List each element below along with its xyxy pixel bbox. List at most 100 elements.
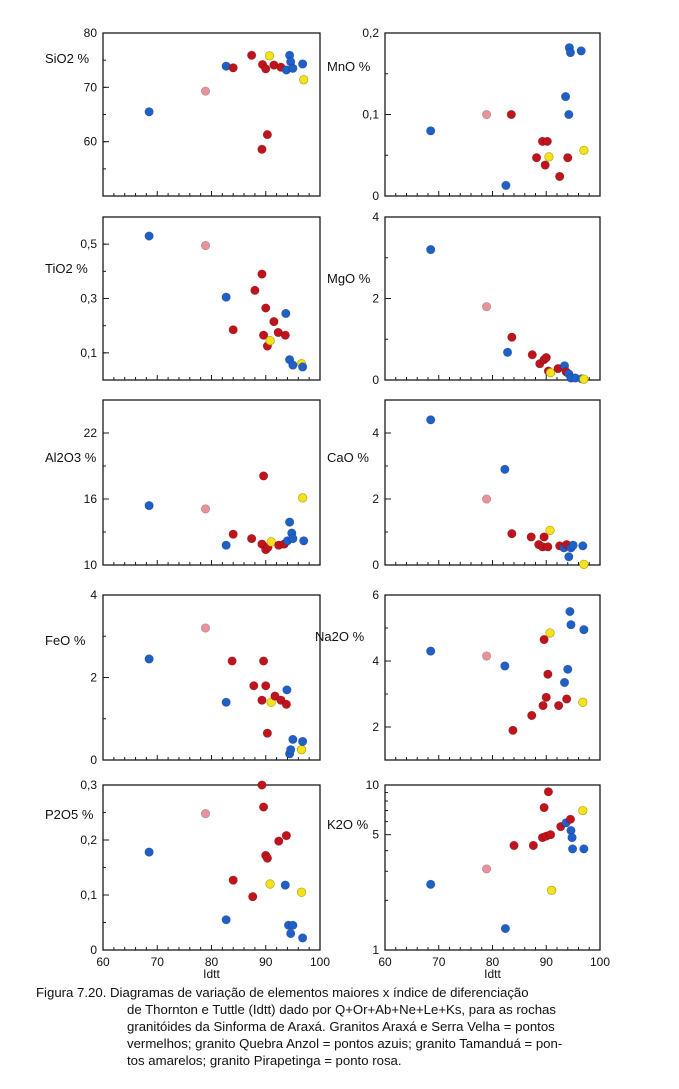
- data-point-red: [540, 160, 550, 170]
- data-point-blue: [576, 46, 586, 56]
- y-tick-label: 2: [372, 720, 379, 734]
- data-point-blue: [288, 734, 298, 744]
- data-point-red: [543, 669, 553, 679]
- data-point-red: [539, 532, 549, 542]
- y-tick-label: 0,1: [80, 346, 97, 360]
- y-tick-label: 4: [90, 588, 97, 602]
- data-point-blue: [144, 654, 154, 664]
- x-tick-label: 100: [310, 955, 330, 969]
- data-point-yellow: [298, 493, 308, 503]
- y-axis-label: MnO %: [327, 59, 371, 74]
- data-point-red: [541, 692, 551, 702]
- data-point-blue: [579, 844, 589, 854]
- data-point-blue: [282, 685, 292, 695]
- data-point-blue: [286, 745, 296, 755]
- data-point-yellow: [299, 75, 309, 85]
- data-point-blue: [221, 915, 231, 925]
- panel-8: 2 4 6 Na2O %: [315, 588, 601, 761]
- y-tick-label: 0: [90, 753, 97, 767]
- y-axis-label: P2O5 %: [45, 807, 94, 822]
- caption-line-5: tos amarelos; granito Pirapetinga = pont…: [127, 1053, 402, 1068]
- y-axis-label: FeO %: [45, 633, 86, 648]
- data-point-red: [541, 352, 551, 363]
- y-tick-label: 4: [372, 654, 379, 668]
- data-point-red: [509, 840, 519, 851]
- data-point-pink: [200, 808, 211, 819]
- data-point-pink: [200, 504, 211, 514]
- y-tick-label: 10: [366, 778, 380, 792]
- y-axis-label: MgO %: [327, 271, 371, 286]
- data-point-red: [528, 840, 538, 851]
- data-point-blue: [426, 646, 436, 656]
- y-tick-label: 0: [372, 373, 379, 387]
- caption-line-3: granitóides da Sinforma de Araxá. Granit…: [127, 1019, 555, 1034]
- data-point-blue: [221, 697, 231, 707]
- data-point-blue: [285, 517, 295, 527]
- panel-4: 0 2 4 MgO %: [327, 210, 601, 387]
- data-point-blue: [299, 536, 309, 546]
- data-point-red: [261, 64, 271, 74]
- y-tick-label: 1: [372, 943, 379, 957]
- data-point-blue: [565, 606, 575, 617]
- data-point-yellow: [544, 152, 554, 162]
- data-point-red: [543, 787, 554, 797]
- data-point-blue: [565, 47, 576, 58]
- data-point-blue: [144, 107, 154, 117]
- y-tick-label: 0: [372, 558, 379, 572]
- data-point-red: [247, 50, 257, 60]
- data-point-blue: [144, 501, 154, 511]
- x-axis-label: Idtt: [203, 967, 220, 980]
- data-point-red: [257, 695, 267, 705]
- data-point-red: [258, 802, 269, 812]
- data-point-red: [539, 634, 549, 645]
- y-tick-label: 0: [372, 189, 379, 203]
- y-tick-label: 22: [84, 426, 98, 440]
- data-point-red: [531, 153, 542, 163]
- y-tick-label: 0,2: [80, 833, 97, 847]
- data-point-red: [506, 109, 516, 120]
- data-point-red: [250, 285, 260, 295]
- data-point-red: [507, 332, 517, 342]
- data-point-red: [262, 728, 272, 738]
- data-point-red: [257, 144, 267, 154]
- data-point-red: [563, 153, 573, 163]
- y-axis-label: CaO %: [327, 450, 369, 465]
- data-point-blue: [579, 625, 589, 635]
- data-point-red: [228, 325, 238, 335]
- y-tick-label: 4: [372, 426, 379, 440]
- data-point-blue: [500, 464, 510, 474]
- y-tick-label: 4: [372, 210, 379, 224]
- data-point-yellow: [296, 745, 307, 755]
- y-tick-label: 2: [372, 292, 379, 306]
- data-point-blue: [564, 109, 574, 120]
- y-axis-label: K2O %: [327, 817, 369, 832]
- y-tick-label: 0,2: [362, 26, 379, 40]
- data-point-red: [227, 656, 237, 666]
- data-point-pink: [200, 240, 211, 251]
- data-point-red: [281, 699, 291, 709]
- data-point-blue: [286, 928, 296, 939]
- panel-9: 0 0,1 0,2 0,3 P2O5 % 60 70 80 90 100 Idtt: [45, 778, 330, 980]
- data-point-yellow: [266, 537, 276, 547]
- y-tick-label: 10: [84, 558, 98, 572]
- data-point-red: [258, 471, 269, 481]
- data-point-red: [257, 780, 267, 790]
- x-tick-label: 80: [486, 955, 500, 969]
- data-point-blue: [298, 736, 308, 747]
- x-tick-label: 90: [259, 955, 273, 969]
- data-point-blue: [426, 245, 436, 255]
- data-point-red: [261, 303, 271, 313]
- data-point-red: [269, 316, 279, 327]
- panel-10: 1 5 10 K2O % 60 70 80 90 100 Idtt: [327, 778, 610, 980]
- x-axis-label: Idtt: [484, 967, 501, 980]
- data-point-red: [280, 330, 290, 340]
- data-point-blue: [288, 920, 298, 930]
- data-point-blue: [221, 292, 231, 302]
- data-point-yellow: [579, 145, 589, 155]
- y-tick-label: 70: [84, 80, 98, 94]
- data-point-blue: [563, 664, 573, 674]
- data-point-yellow: [265, 879, 275, 889]
- data-point-red: [228, 63, 238, 73]
- y-tick-label: 2: [90, 671, 97, 685]
- data-point-pink: [481, 494, 492, 504]
